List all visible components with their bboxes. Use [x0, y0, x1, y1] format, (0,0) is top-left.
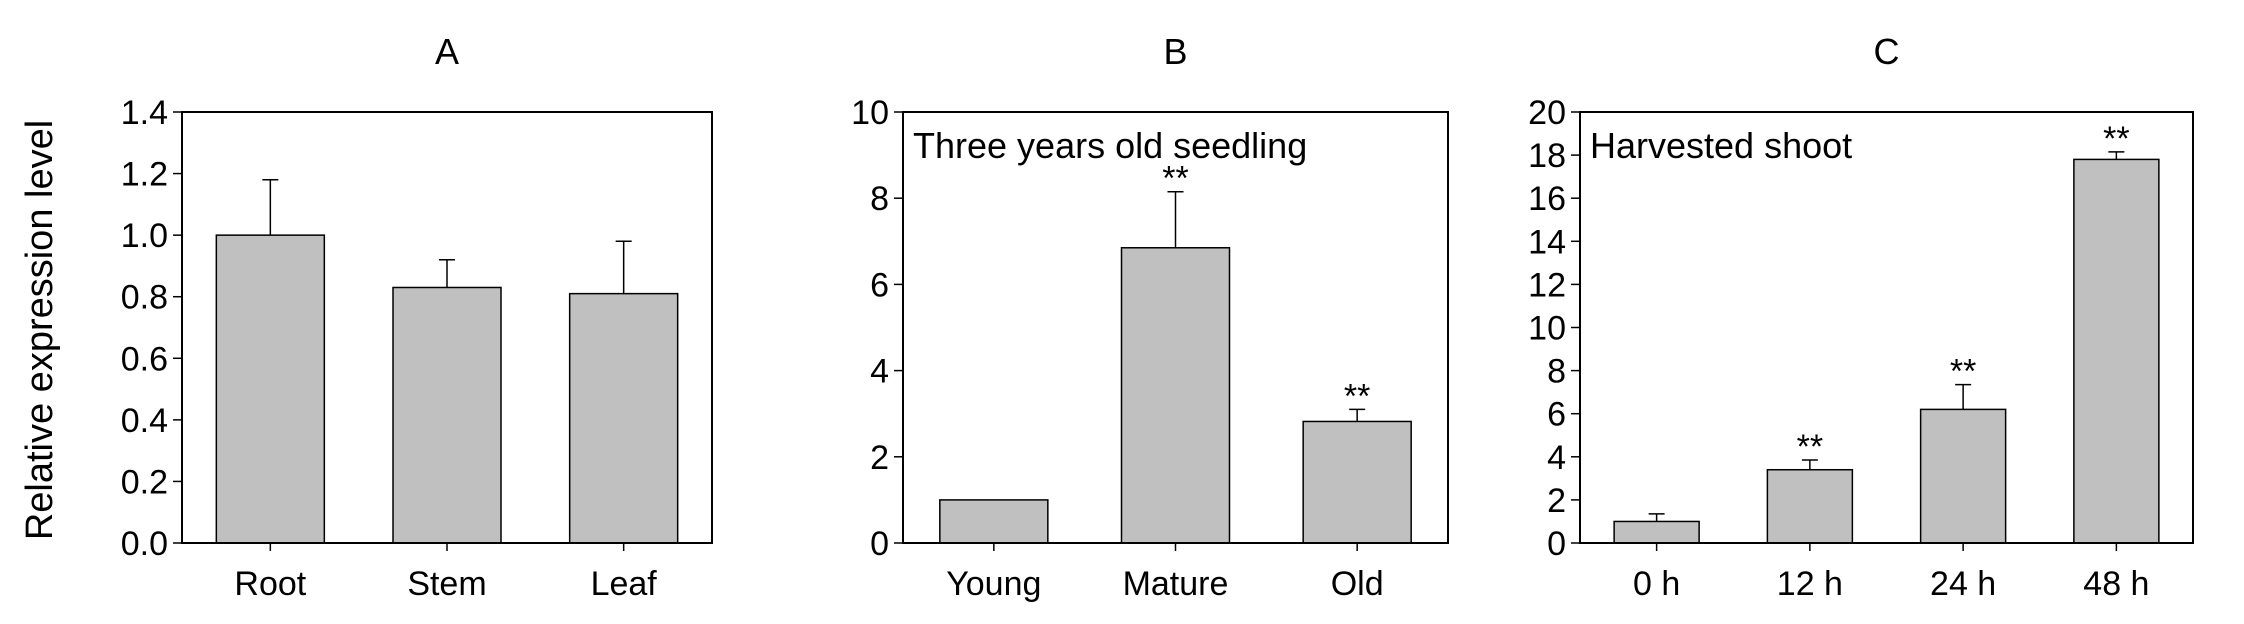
y-tick-label: 0: [870, 525, 889, 563]
y-axis-label: Relative expression level: [19, 120, 61, 540]
x-tick-label: Stem: [407, 565, 486, 603]
bar: [1919, 408, 2007, 544]
bar: [1766, 468, 1854, 544]
x-tick-label: 12 h: [1777, 565, 1843, 603]
bar: [939, 499, 1049, 544]
y-tick-label: 14: [1528, 223, 1566, 261]
annotation-label: Three years old seedling: [913, 125, 1307, 166]
significance-label: **: [2103, 120, 2129, 158]
plot-frame: [902, 111, 1449, 544]
y-tick-label: 2: [1547, 482, 1566, 520]
y-tick-label: 12: [1528, 266, 1566, 304]
y-tick-label: 2: [870, 439, 889, 477]
x-tick-label: 0 h: [1633, 565, 1680, 603]
bar: [568, 292, 679, 544]
bar: [392, 286, 502, 544]
significance-label: **: [1950, 353, 1976, 391]
y-tick-label: 0.0: [121, 525, 168, 563]
bar: [1302, 420, 1412, 544]
y-tick-label: 0.6: [121, 340, 168, 378]
bar: [2073, 158, 2160, 544]
bar: [1120, 247, 1231, 544]
y-tick-label: 1.2: [121, 156, 168, 194]
y-tick-label: 10: [1528, 310, 1566, 348]
bar: [1613, 520, 1700, 544]
panel-label: A: [435, 31, 459, 72]
y-tick-label: 1.0: [121, 217, 168, 255]
y-tick-label: 16: [1528, 180, 1566, 218]
significance-label: **: [1162, 160, 1188, 198]
y-tick-label: 6: [870, 266, 889, 304]
y-tick-label: 8: [870, 180, 889, 218]
plot-frame: [181, 111, 713, 544]
x-tick-label: Leaf: [591, 565, 658, 603]
y-tick-label: 0.8: [121, 279, 168, 317]
x-tick-label: Mature: [1123, 565, 1229, 603]
x-tick-label: 24 h: [1930, 565, 1996, 603]
y-tick-label: 1.4: [121, 94, 168, 132]
panel-label: C: [1874, 31, 1900, 72]
significance-label: **: [1797, 428, 1823, 466]
y-tick-label: 6: [1547, 396, 1566, 434]
y-tick-label: 8: [1547, 353, 1566, 391]
x-tick-label: Root: [234, 565, 306, 603]
y-tick-label: 4: [870, 353, 889, 391]
bar: [215, 234, 326, 544]
y-tick-label: 20: [1528, 94, 1566, 132]
significance-label: **: [1344, 377, 1370, 415]
chart-panels: A Root Stem Leaf 0.0 0.2 0.4 0.6 0.8 1.0 1.2 1.4 B Yo…: [121, 31, 2194, 603]
y-tick-label: 4: [1547, 439, 1566, 477]
chart-panel-c: C 0 h ** 12 h ** 24 h ** 48 h 0 2 4 6 8 10 12 14 16 18 20 H…: [1528, 31, 2194, 603]
x-tick-label: Young: [946, 565, 1041, 603]
y-tick-label: 0.2: [121, 463, 168, 501]
x-tick-label: 48 h: [2083, 565, 2149, 603]
y-tick-label: 0.4: [121, 402, 168, 440]
chart-panel-a: A Root Stem Leaf 0.0 0.2 0.4 0.6 0.8 1.0 1.2 1.4: [121, 31, 713, 603]
annotation-label: Harvested shoot: [1590, 125, 1852, 166]
y-tick-label: 18: [1528, 137, 1566, 175]
panel-label: B: [1163, 31, 1187, 72]
y-tick-label: 0: [1547, 525, 1566, 563]
y-tick-label: 10: [851, 94, 889, 132]
x-tick-label: Old: [1331, 565, 1384, 603]
chart-panel-b: B Young ** Mature ** Old 0 2 4 6 8 10 Three years ol…: [851, 31, 1449, 603]
